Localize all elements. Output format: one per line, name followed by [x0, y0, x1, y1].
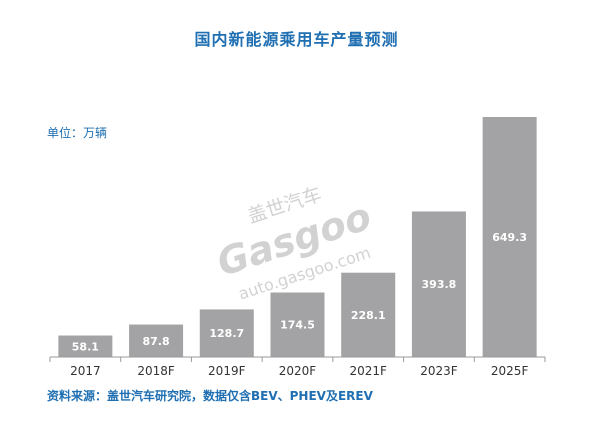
bar-value-label: 128.7 [209, 327, 244, 340]
x-tick-label: 2025F [491, 364, 529, 378]
x-tick-labels-group: 2017 2018F 2019F 2020F 2021F 2023F 2025F [70, 364, 528, 378]
unit-label: 单位：万辆 [47, 126, 108, 140]
bars-group [58, 117, 537, 357]
x-tick-label: 2017 [70, 364, 101, 378]
bar-2018F [129, 324, 184, 357]
bar-value-label: 58.1 [72, 340, 99, 353]
bar-2025F [482, 117, 537, 357]
bar-value-label: 228.1 [351, 309, 386, 322]
bar-value-label: 87.8 [143, 335, 170, 348]
bar-2020F [270, 292, 325, 357]
x-tick-label: 2023F [420, 364, 458, 378]
bar-value-label: 393.8 [422, 278, 457, 291]
x-ticks-group [49, 357, 546, 362]
bar-2019F [199, 309, 254, 357]
bar-2021F [341, 272, 396, 357]
x-tick-label: 2021F [349, 364, 387, 378]
x-tick-label: 2018F [137, 364, 175, 378]
source-note: 资料来源：盖世汽车研究院，数据仅含BEV、PHEV及EREV [47, 389, 373, 403]
bar-2023F [411, 211, 466, 357]
bar-value-label: 174.5 [280, 319, 315, 332]
bar-2017 [58, 335, 113, 357]
x-tick-label: 2020F [279, 364, 317, 378]
x-tick-label: 2019F [208, 364, 246, 378]
bar-value-label: 649.3 [492, 231, 527, 244]
chart-title: 国内新能源乘用车产量预测 [194, 30, 399, 49]
value-labels-group: 58.1 87.8 128.7 174.5 228.1 393.8 649.3 [72, 231, 527, 353]
